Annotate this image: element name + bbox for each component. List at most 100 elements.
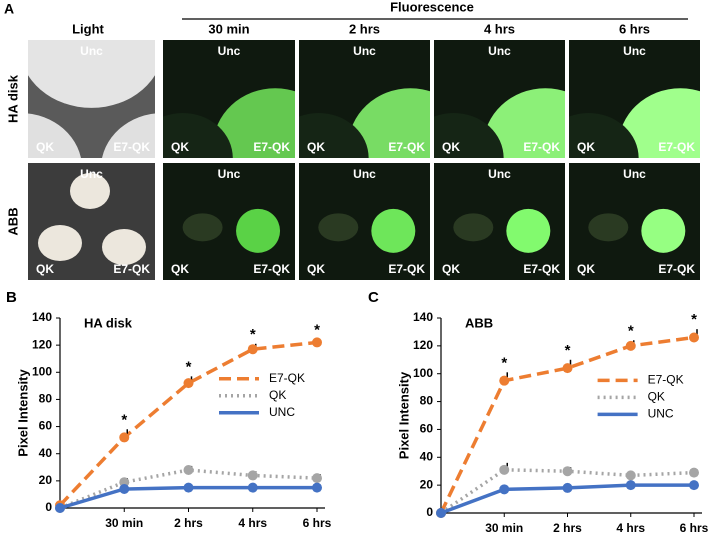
photo-label: Unc	[488, 167, 511, 181]
annotation: *	[565, 342, 571, 359]
fluor-scaffold	[318, 213, 359, 242]
photo: Unc QK E7-QK	[569, 40, 700, 158]
data-point	[689, 332, 699, 343]
fluor-scaffold	[506, 208, 551, 253]
fluor-disk	[618, 88, 700, 158]
photo-label: Unc	[353, 44, 376, 58]
data-point	[247, 344, 258, 355]
photo-label: E7-QK	[388, 262, 425, 276]
photo-label: E7-QK	[658, 140, 695, 154]
scaffold	[38, 225, 82, 261]
fluor-scaffold	[236, 208, 281, 253]
annotation: *	[250, 326, 256, 343]
x-tick-label: 30 min	[485, 521, 523, 533]
chart-title: ABB	[465, 315, 493, 330]
fluor-disk	[213, 88, 295, 158]
photo: Unc QK E7-QK	[163, 40, 295, 158]
legend-label: E7-QK	[269, 371, 305, 385]
legend-label: QK	[269, 388, 286, 402]
fluor-disk	[434, 113, 504, 158]
column-header: 6 hrs	[619, 21, 650, 36]
photo-label: E7-QK	[523, 262, 560, 276]
legend-label: UNC	[269, 405, 295, 419]
photo-label: QK	[171, 140, 189, 154]
fluor-disk	[163, 113, 233, 158]
disk	[102, 113, 155, 158]
photo: Unc QK E7-QK	[299, 163, 430, 280]
column-header: Fluorescence	[390, 0, 474, 14]
disk	[28, 40, 155, 108]
data-point	[499, 375, 510, 386]
y-tick-label: 80	[39, 392, 53, 406]
fluor-scaffold	[641, 208, 686, 253]
photo: Unc QK E7-QK	[299, 40, 430, 158]
legend-label: QK	[648, 390, 665, 404]
annotation: *	[628, 322, 634, 339]
fluor-disk	[299, 113, 369, 158]
row-label: HA disk	[5, 74, 20, 123]
data-point	[312, 473, 322, 484]
y-tick-label: 120	[32, 337, 52, 351]
data-point	[183, 482, 194, 493]
fluor-scaffold	[182, 213, 223, 242]
series-line	[439, 335, 695, 514]
data-point	[183, 465, 194, 475]
data-point	[499, 464, 510, 475]
data-point	[436, 508, 446, 518]
data-point	[562, 482, 573, 493]
photo: Unc QK E7-QK	[163, 163, 295, 280]
annotation: *	[186, 358, 192, 375]
y-tick-label: 100	[32, 364, 52, 378]
annotation: *	[691, 311, 697, 328]
photo-label: Unc	[218, 44, 241, 58]
fluor-scaffold	[588, 213, 629, 242]
photo-label: QK	[171, 262, 189, 276]
panel-letter: C	[368, 289, 379, 306]
x-tick-label: 2 hrs	[174, 516, 203, 530]
annotation: *	[314, 322, 320, 339]
y-tick-label: 40	[420, 449, 434, 463]
column-header: 30 min	[208, 21, 249, 36]
y-tick-label: 40	[39, 446, 53, 460]
photo-label: E7-QK	[388, 140, 425, 154]
y-tick-label: 80	[420, 394, 434, 408]
photo: Unc QK E7-QK	[434, 163, 565, 280]
photo-label: E7-QK	[253, 140, 290, 154]
series-line	[58, 340, 318, 507]
photo: Unc QK E7-QK	[569, 163, 700, 280]
data-point	[183, 378, 194, 389]
row-label: ABB	[5, 207, 20, 235]
panel-letter: A	[4, 1, 14, 17]
photo-label: QK	[307, 140, 325, 154]
y-tick-label: 20	[420, 477, 434, 491]
photo-label: QK	[36, 140, 54, 154]
fluor-disk	[569, 113, 639, 158]
y-tick-label: 60	[420, 422, 434, 436]
photo-label: Unc	[623, 167, 646, 181]
column-header: 4 hrs	[484, 21, 515, 36]
photo-label: E7-QK	[658, 262, 695, 276]
data-point	[312, 337, 322, 348]
scaffold	[102, 229, 146, 265]
data-point	[625, 340, 636, 351]
photo-label: QK	[442, 262, 460, 276]
data-point	[247, 470, 258, 481]
legend-label: E7-QK	[648, 373, 684, 387]
data-point	[689, 467, 699, 478]
legend-label: UNC	[648, 407, 674, 421]
annotation: *	[501, 354, 507, 371]
photo-label: QK	[442, 140, 460, 154]
y-tick-label: 140	[413, 310, 433, 324]
photo: Unc QK E7-QK	[28, 163, 155, 280]
data-point	[625, 480, 636, 491]
photo-label: QK	[577, 262, 595, 276]
photo-label: E7-QK	[113, 262, 150, 276]
y-tick-label: 140	[32, 310, 52, 324]
x-tick-label: 4 hrs	[616, 521, 645, 533]
photo: Unc QK E7-QK	[28, 40, 155, 158]
annotation: *	[121, 411, 127, 428]
photo-label: QK	[36, 262, 54, 276]
data-point	[119, 484, 130, 494]
disk	[28, 113, 81, 158]
